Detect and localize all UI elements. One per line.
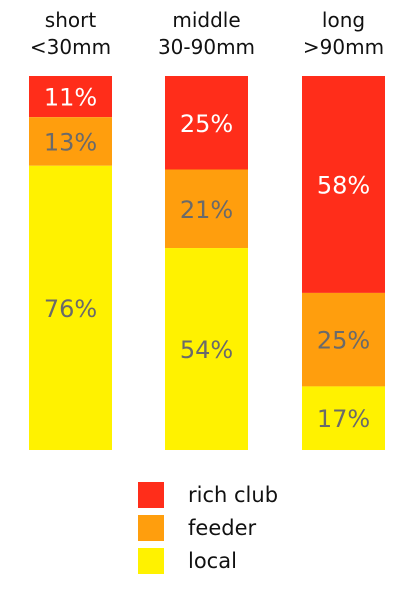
category-label-1-line-0: middle xyxy=(172,8,240,32)
category-label-2-line-1: >90mm xyxy=(303,35,384,59)
category-label-0-line-1: <30mm xyxy=(30,35,111,59)
legend-label-feeder: feeder xyxy=(188,516,256,540)
data-label-local-2: 17% xyxy=(317,405,370,433)
legend-swatch-feeder xyxy=(138,515,164,541)
legend-swatch-local xyxy=(138,548,164,574)
data-label-local-1: 54% xyxy=(180,336,233,364)
data-label-feeder-0: 13% xyxy=(44,128,97,156)
data-label-feeder-1: 21% xyxy=(180,196,233,224)
category-label-0-line-0: short xyxy=(45,8,97,32)
legend-label-rich-club: rich club xyxy=(188,483,278,507)
category-label-1-line-1: 30-90mm xyxy=(158,35,255,59)
data-label-rich-club-2: 58% xyxy=(317,171,370,199)
data-label-rich-club-1: 25% xyxy=(180,110,233,138)
data-label-rich-club-0: 11% xyxy=(44,84,97,112)
legend-swatch-rich-club xyxy=(138,482,164,508)
category-label-2-line-0: long xyxy=(322,8,365,32)
data-label-feeder-2: 25% xyxy=(317,327,370,355)
legend-label-local: local xyxy=(188,549,237,573)
data-label-local-0: 76% xyxy=(44,295,97,323)
